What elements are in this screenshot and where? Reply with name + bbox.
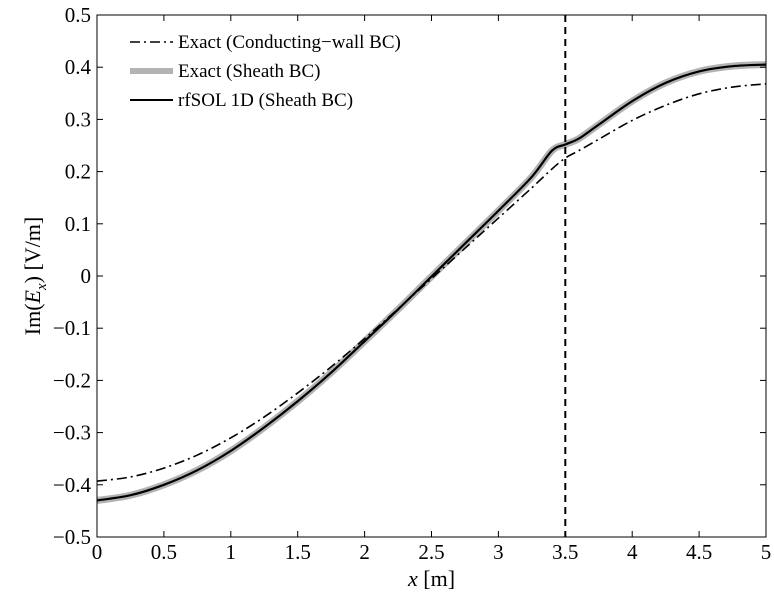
y-tick-label: −0.5 [53,525,91,549]
legend-label-exact-sheath: Exact (Sheath BC) [178,61,320,82]
x-tick-label: 0 [92,540,103,564]
y-axis-sub: x [34,283,50,291]
series-layer [97,61,766,504]
y-axis-pre: Im( [20,303,45,335]
y-tick-label: 0.5 [65,3,91,27]
y-tick-label: 0 [81,264,92,288]
x-tick-label: 4.5 [686,540,712,564]
y-axis-post: ) [V/m] [20,217,45,284]
x-tick-label: 2.5 [418,540,444,564]
y-tick-label: −0.2 [53,368,91,392]
y-tick-label: −0.1 [53,316,91,340]
x-axis-title: x [m] [407,566,455,591]
x-tick-label: 1 [226,540,237,564]
x-tick-label: 2 [359,540,370,564]
x-tick-label: 0.5 [151,540,177,564]
y-tick-label: 0.4 [65,55,92,79]
x-axis-unit: [m] [418,566,455,591]
y-tick-label: 0.2 [65,160,91,184]
y-tick-label: 0.3 [65,107,91,131]
x-tick-label: 5 [761,540,772,564]
x-tick-label: 3.5 [552,540,578,564]
y-tick-label: 0.1 [65,212,91,236]
tick-layer: 0 0.5 1 1.5 2 2.5 3 3.5 4 4.5 5 −0.5 −0.4 −0.3 −0.2 −0.… [53,3,771,564]
y-tick-label: −0.3 [53,421,91,445]
legend: Exact (Conducting−wall BC) Exact (Sheath… [130,32,401,111]
x-axis-var: x [407,566,418,591]
series-line-exact-conducting-wall [97,83,766,482]
legend-label-conducting-wall: Exact (Conducting−wall BC) [178,32,401,53]
x-tick-label: 4 [627,540,638,564]
y-tick-label: −0.4 [53,473,92,497]
x-tick-label: 3 [493,540,504,564]
legend-label-rfsol: rfSOL 1D (Sheath BC) [178,90,353,111]
series-line-rfsol [97,63,766,502]
y-axis-var: E [20,289,45,304]
y-axis-title: Im(Ex) [V/m] [20,217,50,335]
x-tick-label: 1.5 [285,540,311,564]
